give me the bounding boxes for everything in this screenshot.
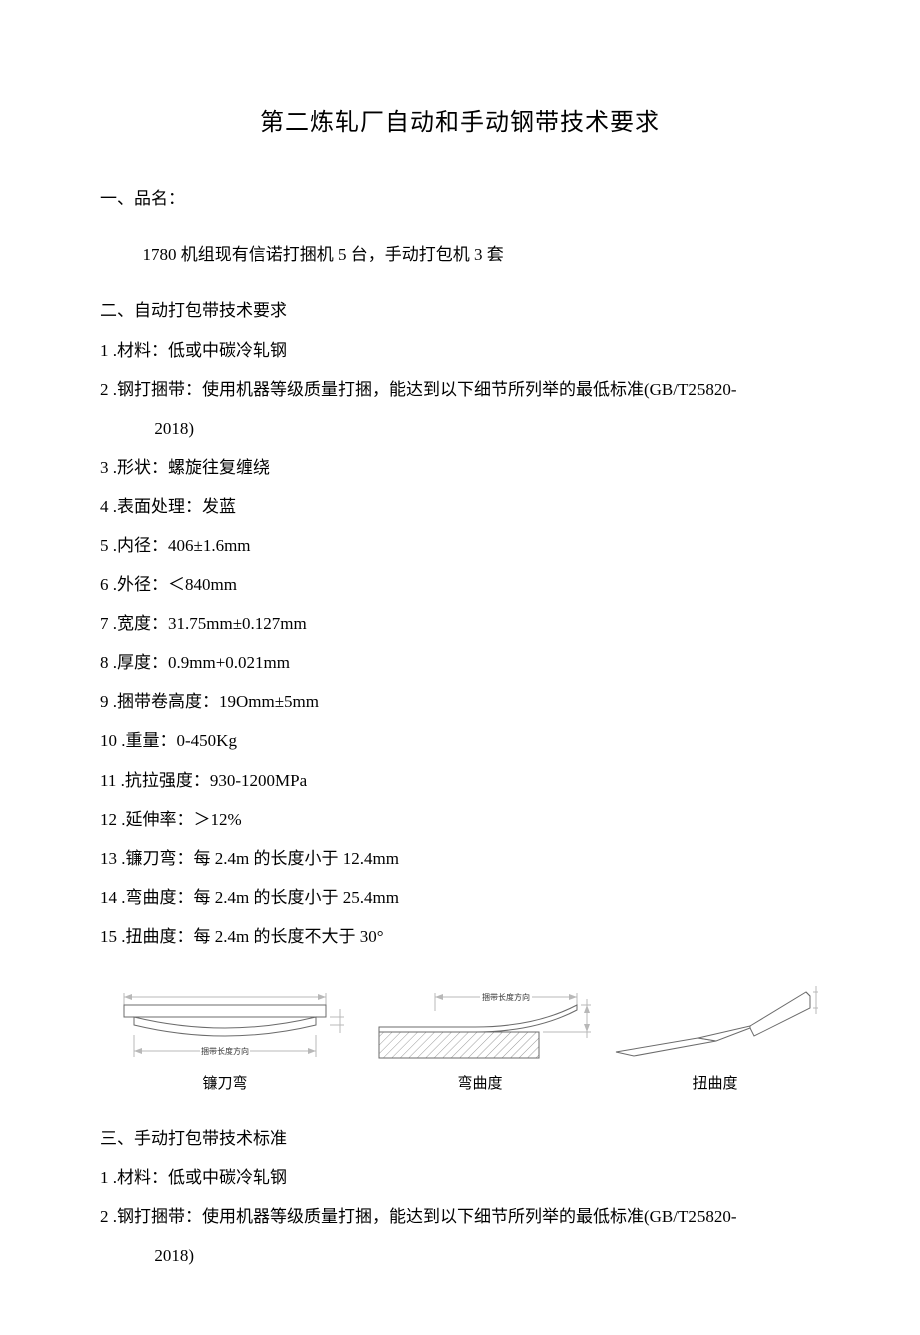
section-3-heading: 三、手动打包带技术标准 <box>100 1119 820 1158</box>
s2-item-4: 4 .表面处理：发蓝 <box>100 487 820 526</box>
s2-item-6: 6 .外径：＜840mm <box>100 565 820 604</box>
figure-camber: 捆带长度方向 镰刀弯 <box>100 991 350 1095</box>
s2-item-2-cont: 2018) <box>100 409 820 448</box>
s2-item-2: 2 .钢打捆带：使用机器等级质量打捆，能达到以下细节所列举的最低标准(GB/T2… <box>100 370 820 409</box>
s2-item-5: 5 .内径：406±1.6mm <box>100 526 820 565</box>
figure-twist: 扭曲度 <box>610 986 820 1095</box>
s2-item-14: 14 .弯曲度：每 2.4m 的长度小于 25.4mm <box>100 878 820 917</box>
figure-bow-anno: 捆带长度方向 <box>482 992 530 1002</box>
section-1-heading: 一、品名： <box>100 179 820 218</box>
s2-item-7: 7 .宽度：31.75mm±0.127mm <box>100 604 820 643</box>
figures-row: 捆带长度方向 镰刀弯 <box>100 986 820 1095</box>
s3-item-2: 2 .钢打捆带：使用机器等级质量打捆，能达到以下细节所列举的最低标准(GB/T2… <box>100 1197 820 1236</box>
s2-item-1: 1 .材料：低或中碳冷轧钢 <box>100 331 820 370</box>
s2-item-10: 10 .重量：0-450Kg <box>100 721 820 760</box>
section-2-heading: 二、自动打包带技术要求 <box>100 291 820 330</box>
figure-camber-svg: 捆带长度方向 <box>100 991 350 1066</box>
s3-item-1: 1 .材料：低或中碳冷轧钢 <box>100 1158 820 1197</box>
figure-camber-label: 镰刀弯 <box>202 1074 247 1095</box>
s2-item-9: 9 .捆带卷高度：19Omm±5mm <box>100 682 820 721</box>
s2-item-13: 13 .镰刀弯：每 2.4m 的长度小于 12.4mm <box>100 839 820 878</box>
document-page: 第二炼轧厂自动和手动钢带技术要求 一、品名： 1780 机组现有信诺打捆机 5 … <box>0 0 920 1335</box>
s3-item-2-cont: 2018) <box>100 1236 820 1275</box>
s2-item-11: 11 .抗拉强度：930-1200MPa <box>100 761 820 800</box>
figure-bow-label: 弯曲度 <box>457 1074 502 1095</box>
figure-camber-anno: 捆带长度方向 <box>201 1046 249 1056</box>
s2-item-8: 8 .厚度：0.9mm+0.021mm <box>100 643 820 682</box>
figure-twist-label: 扭曲度 <box>692 1074 737 1095</box>
s2-item-15: 15 .扭曲度：每 2.4m 的长度不大于 30° <box>100 917 820 956</box>
section-1-body: 1780 机组现有信诺打捆机 5 台，手动打包机 3 套 <box>100 235 820 274</box>
document-title: 第二炼轧厂自动和手动钢带技术要求 <box>100 96 820 151</box>
figure-bow-svg: 捆带长度方向 <box>365 991 595 1066</box>
s2-item-12: 12 .延伸率：＞12% <box>100 800 820 839</box>
s2-item-3: 3 .形状：螺旋往复缠绕 <box>100 448 820 487</box>
figure-bow: 捆带长度方向 弯曲度 <box>365 991 595 1095</box>
figure-twist-svg <box>610 986 820 1066</box>
